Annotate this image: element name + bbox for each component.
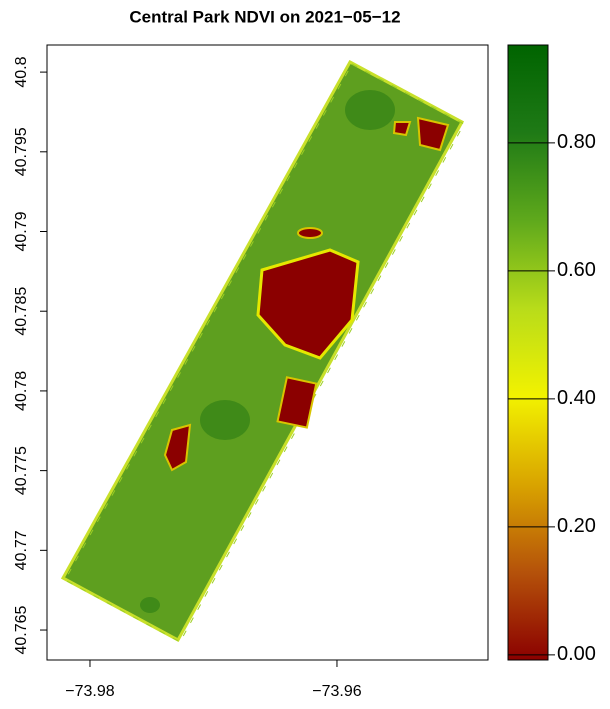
plot-frame xyxy=(46,44,489,661)
y-tick-label: 40.765 xyxy=(13,605,30,654)
y-tick-label: 40.79 xyxy=(13,211,30,251)
meadow xyxy=(200,400,250,440)
y-tick-label: 40.77 xyxy=(13,530,30,570)
raster xyxy=(60,59,465,643)
colorbar-tick-label: 0.40 xyxy=(557,387,596,409)
y-tick-label: 40.775 xyxy=(13,446,30,495)
x-tick-label: −73.98 xyxy=(65,683,114,700)
chart-title: Central Park NDVI on 2021−05−12 xyxy=(129,7,400,26)
colorbar-tick-label: 0.80 xyxy=(557,131,596,153)
x-tick-label: −73.96 xyxy=(312,683,361,700)
raster-area xyxy=(60,59,465,643)
pond xyxy=(392,121,412,137)
meadow xyxy=(140,597,160,613)
y-tick-label: 40.78 xyxy=(13,371,30,411)
meadow xyxy=(345,90,395,130)
pond xyxy=(163,423,192,472)
colorbar-tick-label: 0.00 xyxy=(557,643,596,665)
y-tick-label: 40.8 xyxy=(13,56,30,87)
pond xyxy=(416,116,450,152)
y-tick-label: 40.785 xyxy=(13,287,30,336)
pond xyxy=(276,376,318,429)
colorbar-tick-label: 0.20 xyxy=(557,515,596,537)
reservoir xyxy=(256,248,360,360)
colorbar xyxy=(507,44,549,661)
colorbar-tick-label: 0.60 xyxy=(557,259,596,281)
y-tick-label: 40.795 xyxy=(13,127,30,176)
pond xyxy=(297,227,323,239)
